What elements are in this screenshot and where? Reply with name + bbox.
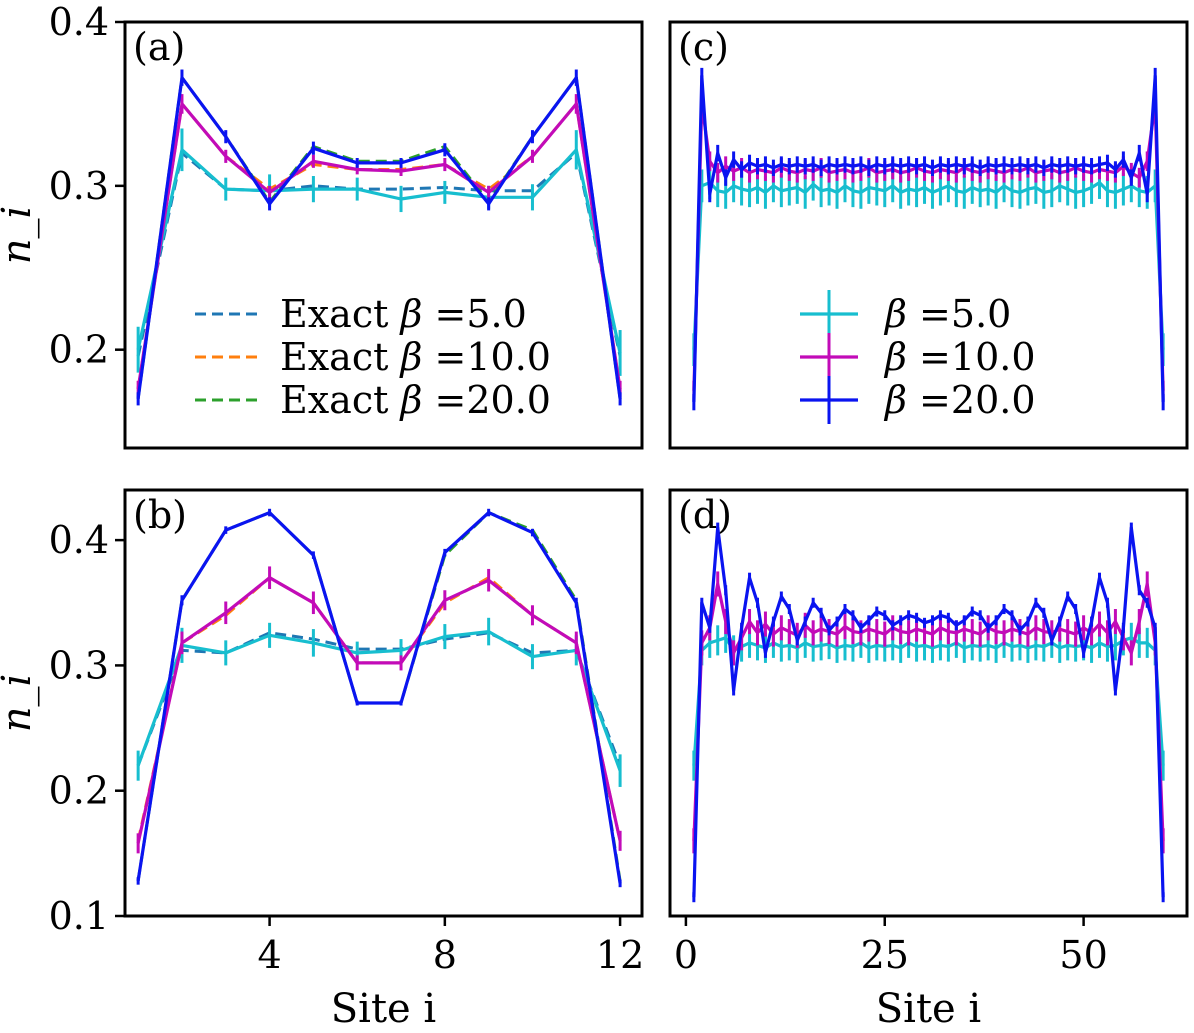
legend-label-prefix: Exact — [280, 378, 400, 422]
x-tick-label: 50 — [1059, 933, 1107, 977]
plot-area — [692, 67, 1165, 411]
plot-area — [136, 69, 622, 406]
legend-label-value: =20.0 — [907, 378, 1036, 422]
series-qmc_10 — [136, 566, 622, 854]
legend-label-beta: β — [398, 378, 422, 422]
series-exact_20 — [136, 511, 622, 882]
series-line — [692, 525, 1165, 898]
legend: β =5.0β =10.0β =20.0 — [800, 290, 1036, 424]
panel-label: (c) — [678, 25, 729, 69]
legend-label-value: =10.0 — [907, 335, 1036, 379]
legend-label: Exact β =10.0 — [280, 335, 551, 379]
series-line — [136, 576, 622, 842]
y-tick-label: 0.4 — [49, 0, 109, 44]
y-tick-label: 0.2 — [49, 769, 109, 813]
legend-label: β =20.0 — [883, 378, 1036, 422]
series-line — [136, 511, 622, 882]
series-line — [136, 510, 622, 884]
x-tick-label: 4 — [257, 933, 281, 977]
x-axis-label: Site i — [876, 986, 981, 1032]
panel-d: 0 25 50 (d) Site i — [668, 488, 1189, 1032]
x-axis-label: Site i — [331, 986, 436, 1032]
axes-frame — [668, 20, 1189, 450]
x-tick-label: 12 — [596, 933, 644, 977]
legend-label-value: =5.0 — [422, 292, 526, 336]
panel-c: (c)β =5.0β =10.0β =20.0 — [668, 20, 1189, 450]
axes-frame — [123, 488, 644, 918]
series-line — [136, 148, 622, 354]
y-axis-label: n_i — [0, 674, 40, 733]
series-line — [136, 76, 622, 400]
y-tick-label: 0.2 — [49, 328, 109, 372]
legend-entry: β =10.0 — [800, 333, 1036, 381]
legend-label-prefix: Exact — [280, 335, 400, 379]
legend-label-prefix: Exact — [280, 292, 400, 336]
legend-label-beta: β — [883, 292, 907, 336]
panel-b: 0.1 0.2 0.3 0.4 4 8 12 (b) n_i Site i — [0, 488, 644, 1032]
series-qmc_20 — [136, 69, 622, 406]
legend-entry: Exact β =5.0 — [195, 292, 527, 336]
legend-entry: β =5.0 — [800, 290, 1011, 338]
series-line — [136, 629, 622, 772]
axes-frame — [123, 20, 644, 450]
y-tick-label: 0.1 — [49, 894, 109, 938]
y-tick-label: 0.3 — [49, 164, 109, 208]
legend-label: Exact β =20.0 — [280, 378, 551, 422]
legend-label: β =5.0 — [883, 292, 1011, 336]
legend-entry: β =20.0 — [800, 376, 1036, 424]
series-qmc_20 — [692, 522, 1165, 903]
panel-label: (a) — [133, 25, 185, 69]
legend-entry: Exact β =20.0 — [195, 378, 551, 422]
series-qmc_20 — [136, 508, 622, 888]
plot-area — [136, 508, 622, 888]
legend-label-beta: β — [883, 378, 907, 422]
legend-label: Exact β =5.0 — [280, 292, 527, 336]
panel-label: (d) — [678, 493, 732, 537]
legend-label-beta: β — [398, 335, 422, 379]
legend-label: β =10.0 — [883, 335, 1036, 379]
y-tick-label: 0.3 — [49, 643, 109, 687]
series-qmc_20 — [692, 67, 1165, 411]
legend-label-value: =5.0 — [907, 292, 1011, 336]
plot-area — [692, 522, 1165, 903]
series-exact_10 — [136, 576, 622, 842]
legend-entry: Exact β =10.0 — [195, 335, 551, 379]
series-line — [136, 576, 622, 844]
y-tick-label: 0.4 — [49, 518, 109, 562]
x-tick-label: 8 — [433, 933, 457, 977]
panel-label: (b) — [133, 493, 187, 537]
x-tick-label: 0 — [674, 933, 698, 977]
x-tick-label: 25 — [861, 933, 909, 977]
axes-frame — [668, 488, 1189, 918]
legend-label-beta: β — [398, 292, 422, 336]
legend-label-beta: β — [883, 335, 907, 379]
series-line — [136, 102, 622, 390]
y-axis-label: n_i — [0, 206, 40, 265]
legend-label-value: =10.0 — [422, 335, 551, 379]
legend-label-value: =20.0 — [422, 378, 551, 422]
